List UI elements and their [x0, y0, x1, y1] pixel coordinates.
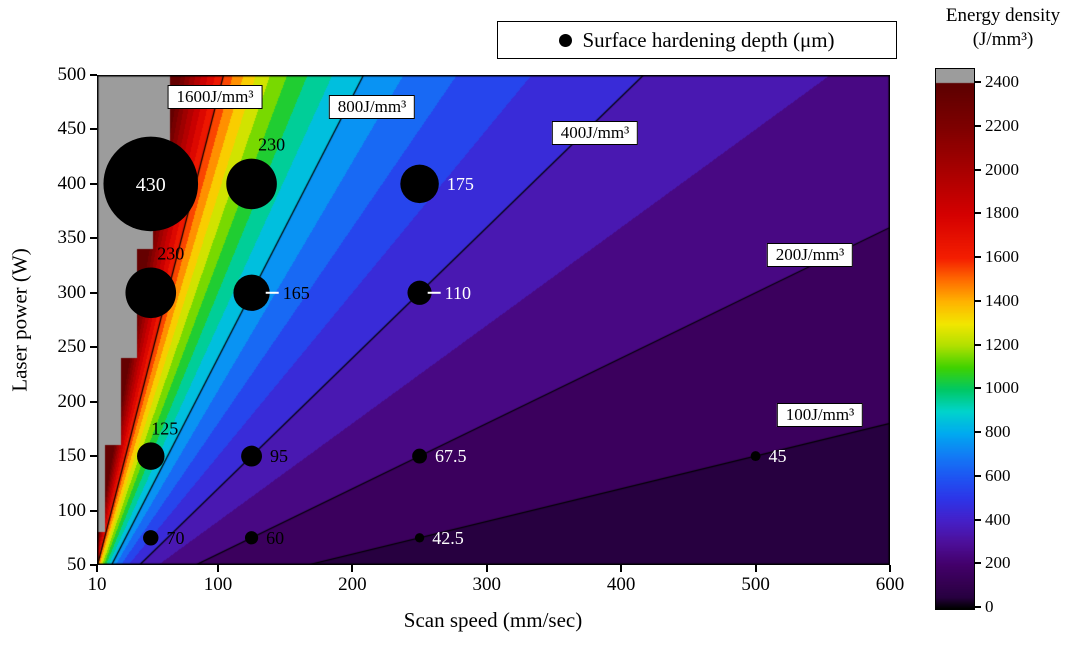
colorbar-title-line2: (J/mm³) — [972, 28, 1034, 50]
x-tick-mark — [216, 565, 219, 572]
y-axis-title: Laser power (W) — [7, 248, 32, 392]
x-tick-label: 500 — [741, 574, 770, 595]
colorbar-tick-label: 1200 — [985, 334, 1019, 354]
contour-label: 800J/mm³ — [328, 95, 416, 119]
colorbar-title-line1: Energy density — [945, 5, 1061, 26]
y-tick-mark — [90, 237, 97, 240]
contour-label: 1600J/mm³ — [167, 85, 263, 109]
x-axis-title: Scan speed (mm/sec) — [403, 608, 583, 632]
x-tick-mark — [485, 565, 488, 572]
colorbar-tick-mark — [974, 562, 981, 565]
colorbar-tick-mark — [974, 518, 981, 521]
x-tick-label: 300 — [472, 574, 502, 595]
colorbar-tick-mark — [974, 431, 981, 433]
y-tick-mark — [90, 564, 97, 566]
contour-label: 200J/mm³ — [766, 243, 854, 267]
y-tick-mark — [90, 509, 97, 512]
colorbar-tick-label: 400 — [985, 509, 1011, 529]
colorbar-tick-label: 1800 — [985, 203, 1019, 223]
legend-box: Surface hardening depth (μm) — [497, 21, 897, 59]
y-tick-mark — [90, 74, 97, 76]
colorbar-tick-label: 1400 — [985, 290, 1019, 310]
colorbar-tick-label: 800 — [985, 422, 1011, 441]
y-tick-mark — [90, 128, 97, 131]
colorbar-tick-label: 1000 — [985, 378, 1019, 398]
x-tick-mark — [889, 565, 891, 572]
legend-label: Surface hardening depth (μm) — [582, 27, 835, 52]
colorbar-tick-mark — [974, 474, 981, 477]
y-tick-mark — [90, 346, 97, 349]
x-tick-mark — [351, 565, 354, 572]
x-tick-mark — [620, 565, 623, 572]
y-tick-label: 400 — [57, 172, 87, 194]
y-tick-mark — [90, 291, 97, 294]
colorbar-tick-mark — [974, 606, 981, 608]
x-tick-mark — [96, 565, 98, 572]
y-tick-label: 500 — [57, 64, 87, 85]
colorbar-tick-label: 200 — [985, 553, 1011, 573]
x-tick-label: 200 — [338, 574, 367, 595]
colorbar-tick-mark — [974, 256, 981, 258]
colorbar-tick-mark — [974, 387, 981, 390]
colorbar-tick-mark — [974, 168, 981, 171]
x-tick-label: 400 — [606, 574, 636, 595]
y-tick-label: 300 — [57, 281, 87, 303]
y-tick-label: 350 — [57, 227, 87, 249]
colorbar-tick-mark — [974, 124, 981, 127]
legend-dot-icon — [559, 33, 573, 47]
x-tick-label: 600 — [875, 574, 905, 595]
colorbar-tick-label: 1600 — [985, 247, 1019, 266]
colorbar-title: Energy density (J/mm³) — [926, 4, 1080, 52]
y-tick-mark — [90, 182, 97, 185]
contour-label: 100J/mm³ — [776, 403, 864, 427]
colorbar-gradient — [935, 68, 975, 610]
y-tick-label: 250 — [57, 336, 87, 358]
y-tick-label: 50 — [67, 554, 86, 575]
y-tick-mark — [90, 400, 97, 403]
colorbar-tick-mark — [974, 343, 981, 346]
colorbar-tick-label: 2400 — [985, 72, 1019, 91]
colorbar-tick-label: 2000 — [985, 159, 1019, 179]
y-tick-label: 200 — [57, 390, 87, 412]
colorbar-tick-mark — [974, 212, 981, 215]
colorbar-tick-label: 600 — [985, 465, 1011, 485]
y-tick-mark — [90, 455, 97, 458]
colorbar-tick-mark — [974, 81, 981, 83]
y-tick-label: 150 — [57, 445, 87, 467]
contour-label: 400J/mm³ — [551, 121, 639, 145]
y-tick-label: 100 — [57, 499, 87, 521]
y-tick-label: 450 — [57, 118, 87, 140]
x-tick-mark — [754, 565, 757, 572]
x-tick-label: 100 — [203, 574, 233, 595]
contour-plot-canvas — [97, 75, 890, 565]
colorbar-tick-label: 0 — [985, 597, 994, 616]
colorbar-tick-label: 2200 — [985, 115, 1019, 135]
colorbar-tick-mark — [974, 299, 981, 302]
x-tick-label: 10 — [87, 574, 107, 595]
